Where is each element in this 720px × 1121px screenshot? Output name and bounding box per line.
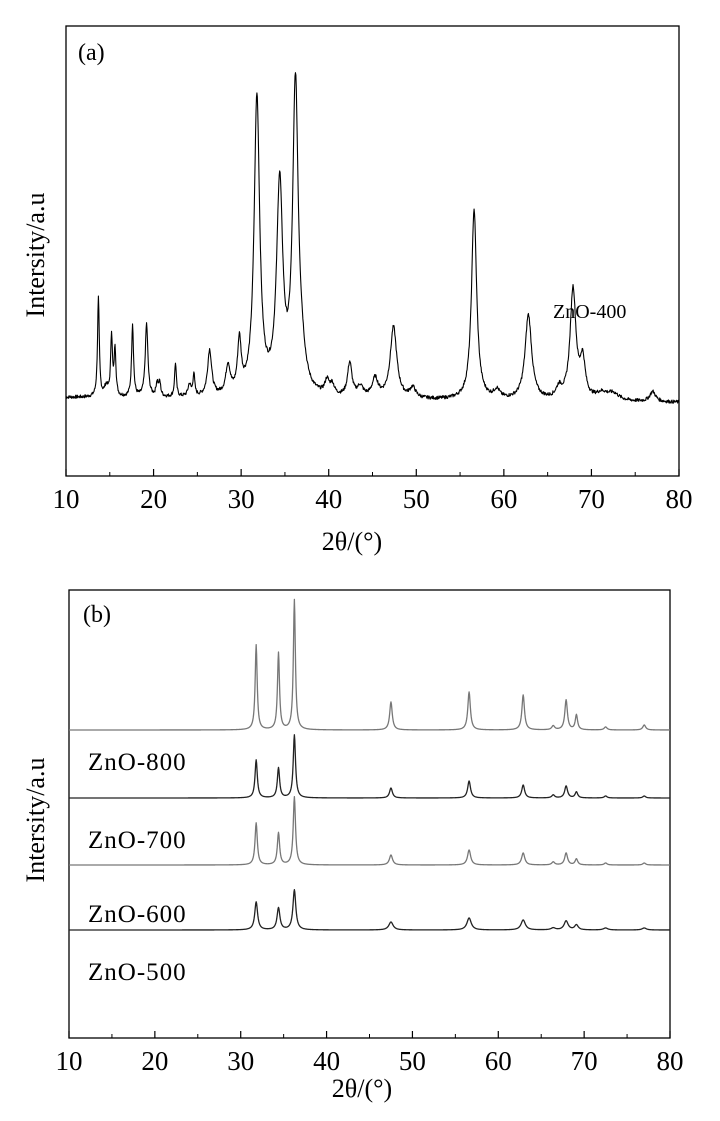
series-label: ZnO-800 [88,749,187,776]
x-tick-label: 70 [578,484,605,514]
x-tick-label: 20 [141,1046,168,1076]
y-axis-label: Intersity/a.u [21,193,50,318]
series-line-zno-800 [68,598,671,731]
y-axis-label: Intersity/a.u [21,758,50,883]
x-tick-label: 30 [227,1046,254,1076]
x-tick-label: 50 [399,1046,426,1076]
panel-label: (a) [78,40,105,66]
series-label: ZnO-400 [553,301,626,323]
series-line-zno-700 [68,734,671,799]
x-tick-label: 70 [571,1046,598,1076]
x-tick-label: 80 [657,1046,684,1076]
x-tick-label: 30 [228,484,255,514]
x-tick-label: 40 [315,484,342,514]
x-tick-label: 80 [666,484,693,514]
series-line-zno-500 [68,889,671,931]
x-tick-label: 10 [56,1046,83,1076]
x-tick-label: 20 [140,484,167,514]
series-line-zno-400 [65,72,680,404]
series-label: ZnO-700 [88,827,187,854]
series-label: ZnO-500 [88,959,187,986]
plot-frame [65,25,680,477]
x-tick-label: 60 [485,1046,512,1076]
panel-label: (b) [83,602,111,628]
series-line-zno-600 [68,796,671,866]
x-tick-label: 50 [403,484,430,514]
x-tick-label: 40 [313,1046,340,1076]
panel-b-chart: 10 20 30 40 50 60 70 80 2θ/(°) Intersity/a.u (b) Zn… [21,589,684,1103]
series-label: ZnO-600 [88,901,187,928]
x-tick-label: 10 [53,484,80,514]
panel-a-chart: 10 20 30 40 50 60 70 80 2θ/(°) Intersity/a.u (a) Zn… [21,25,693,556]
x-tick-label: 60 [490,484,517,514]
x-axis-label: 2θ/(°) [332,1074,392,1103]
x-axis-label: 2θ/(°) [322,527,382,556]
